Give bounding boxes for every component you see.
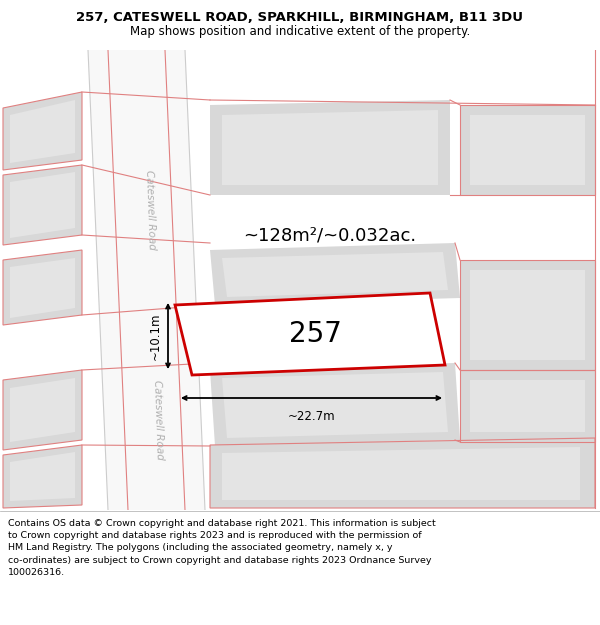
Polygon shape bbox=[10, 100, 75, 163]
Text: Cateswell Road: Cateswell Road bbox=[143, 170, 157, 250]
Text: Map shows position and indicative extent of the property.: Map shows position and indicative extent… bbox=[130, 24, 470, 38]
Polygon shape bbox=[3, 165, 82, 245]
Polygon shape bbox=[3, 445, 82, 508]
Text: ~22.7m: ~22.7m bbox=[288, 410, 336, 423]
Polygon shape bbox=[10, 378, 75, 442]
Polygon shape bbox=[10, 452, 75, 501]
Text: ~10.1m: ~10.1m bbox=[149, 312, 162, 360]
Text: ~128m²/~0.032ac.: ~128m²/~0.032ac. bbox=[244, 226, 416, 244]
Polygon shape bbox=[460, 260, 595, 370]
Text: Contains OS data © Crown copyright and database right 2021. This information is : Contains OS data © Crown copyright and d… bbox=[8, 519, 436, 577]
Polygon shape bbox=[470, 380, 585, 432]
Text: 257, CATESWELL ROAD, SPARKHILL, BIRMINGHAM, B11 3DU: 257, CATESWELL ROAD, SPARKHILL, BIRMINGH… bbox=[77, 11, 523, 24]
Polygon shape bbox=[222, 110, 438, 185]
Polygon shape bbox=[3, 370, 82, 450]
Polygon shape bbox=[222, 252, 448, 297]
Polygon shape bbox=[210, 438, 595, 508]
Polygon shape bbox=[470, 270, 585, 360]
Polygon shape bbox=[175, 293, 445, 375]
Polygon shape bbox=[470, 115, 585, 185]
Polygon shape bbox=[222, 372, 448, 438]
Polygon shape bbox=[10, 172, 75, 238]
Polygon shape bbox=[222, 447, 580, 500]
Polygon shape bbox=[88, 50, 205, 510]
Polygon shape bbox=[210, 243, 460, 305]
Text: 257: 257 bbox=[289, 320, 341, 348]
Polygon shape bbox=[10, 258, 75, 318]
Polygon shape bbox=[3, 92, 82, 170]
Text: Cateswell Road: Cateswell Road bbox=[152, 380, 164, 460]
Polygon shape bbox=[210, 100, 450, 195]
Polygon shape bbox=[460, 105, 595, 195]
Polygon shape bbox=[460, 370, 595, 442]
Polygon shape bbox=[210, 363, 460, 446]
Polygon shape bbox=[3, 250, 82, 325]
